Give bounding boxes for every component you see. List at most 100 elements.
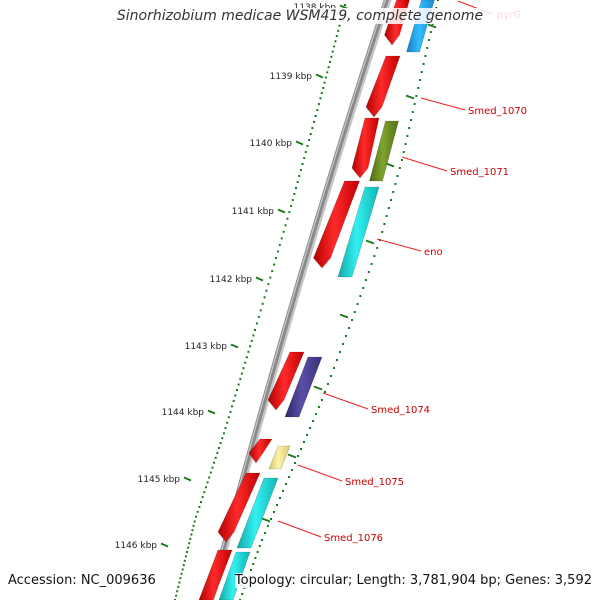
ruler-dot (247, 350, 250, 353)
ruler-dot (276, 250, 279, 253)
inner-ruler-dot (417, 87, 420, 89)
inner-ruler-dot (315, 413, 317, 415)
ruler-dot (229, 410, 232, 413)
cds-feature (313, 180, 360, 269)
ruler-dot (298, 175, 301, 177)
gene-leader-line (420, 97, 466, 111)
ruler-dot (184, 555, 187, 558)
gene-feature-smed-1076 (236, 477, 279, 549)
ruler-dot (303, 157, 306, 159)
inner-ruler-dot (402, 151, 405, 153)
kbp-tick (160, 542, 169, 548)
gene-label[interactable]: Smed_1074 (371, 405, 430, 416)
inner-ruler-dot (415, 95, 418, 97)
ruler-dot (175, 594, 178, 597)
gene-label[interactable]: Smed_1070 (468, 106, 527, 117)
gene-feature-smed-1075 (268, 445, 291, 470)
ruler-dot (211, 466, 214, 469)
inner-ruler-dot (420, 71, 423, 73)
kbp-tick (183, 476, 192, 482)
ruler-dot (306, 145, 309, 147)
ruler-dot (180, 572, 183, 575)
gene-feature (218, 551, 251, 600)
inner-ruler-dot (330, 375, 332, 377)
ruler-dot (244, 361, 247, 364)
kbp-label: 1143 kbp (185, 342, 228, 352)
inner-ruler-dot (276, 504, 278, 506)
inner-ruler-dot (250, 569, 252, 571)
inner-ruler-dot (370, 263, 373, 265)
inner-tick (405, 94, 415, 100)
inner-ruler-dot (256, 551, 259, 553)
ruler-dot (192, 524, 195, 527)
inner-ruler-dot (413, 103, 416, 105)
inner-ruler-dot (392, 191, 395, 193)
inner-tick (365, 239, 375, 245)
inner-ruler-dot (396, 175, 399, 177)
ruler-dot (324, 76, 327, 79)
cds-feature (267, 351, 305, 411)
inner-ruler-dot (273, 511, 275, 513)
kbp-ruler (160, 0, 439, 600)
ruler-dot (218, 447, 220, 449)
ruler-dot (198, 505, 201, 508)
ruler-dot (226, 421, 229, 424)
ruler-dot (338, 24, 341, 27)
ruler-dot (291, 199, 294, 201)
ruler-dot (255, 322, 258, 325)
inner-ruler-dot (419, 79, 421, 81)
gene-label[interactable]: Smed_1075 (345, 477, 404, 488)
inner-ruler-dot (383, 223, 386, 225)
kbp-label: 1145 kbp (138, 475, 181, 485)
ruler-dot (334, 40, 337, 43)
inner-ruler-dot (376, 247, 379, 249)
kbp-label: 1142 kbp (210, 275, 253, 285)
ruler-dot (183, 559, 186, 562)
ruler-dot (227, 416, 230, 419)
ruler-dot (267, 283, 270, 286)
ruler-dot (216, 451, 219, 454)
inner-ruler-dot (381, 231, 384, 233)
ruler-dot (236, 389, 238, 391)
inner-ruler-dot (291, 469, 293, 471)
inner-ruler-dot (387, 207, 390, 209)
ruler-dot (317, 103, 320, 105)
gene-label[interactable]: Smed_1071 (450, 167, 509, 178)
inner-ruler-dot (318, 406, 320, 408)
inner-ruler-dot (261, 539, 263, 541)
ruler-dot (239, 378, 242, 381)
ruler-dot (240, 372, 243, 375)
ruler-dot (284, 224, 287, 227)
ruler-dot (234, 394, 237, 397)
inner-ruler-dot (267, 525, 269, 527)
ruler-dot (295, 187, 297, 189)
inner-tick (427, 23, 437, 29)
inner-ruler-dot (394, 183, 397, 185)
gene-label[interactable]: eno (424, 247, 443, 258)
ruler-dot (261, 302, 264, 305)
inner-ruler-dot (348, 327, 350, 329)
ruler-dot (311, 127, 314, 129)
ruler-dot (232, 399, 235, 402)
cds-feature (365, 55, 401, 118)
gene-label[interactable]: Smed_1076 (324, 533, 383, 544)
ruler-dot (290, 205, 293, 207)
inner-ruler-dot (406, 135, 409, 137)
kbp-label: 1140 kbp (250, 139, 293, 149)
ruler-dot (181, 568, 184, 571)
ruler-dot (254, 329, 256, 331)
genome-stats-text: Topology: circular; Length: 3,781,904 bp… (234, 573, 592, 588)
map-title: Sinorhizobium medicae WSM419, complete g… (0, 8, 600, 24)
inner-ruler-dot (411, 111, 414, 113)
inner-ruler-dot (353, 311, 356, 313)
ruler-dot (203, 491, 206, 494)
ruler-dot (178, 581, 181, 584)
ruler-dot (245, 356, 248, 359)
inner-ruler-dot (297, 455, 299, 457)
cds-feature (248, 438, 273, 464)
ruler-dot (191, 529, 194, 532)
ruler-dot (282, 230, 285, 233)
inner-ruler-dot (339, 351, 341, 353)
ruler-dot (275, 257, 277, 259)
inner-ruler-dot (241, 593, 244, 595)
